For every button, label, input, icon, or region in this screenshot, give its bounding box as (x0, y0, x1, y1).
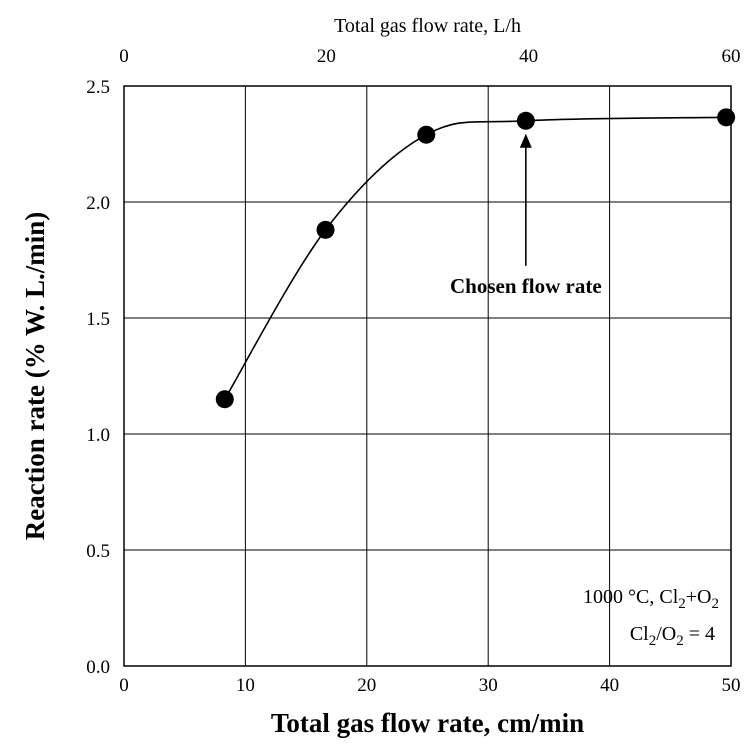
plot-area-frame (123, 85, 732, 667)
y-tick-label: 0.0 (86, 657, 110, 678)
y-tick-label: 2.0 (86, 193, 110, 214)
annotation-arrow-head (519, 133, 532, 148)
x-tick-label: 0 (119, 675, 129, 696)
data-point (717, 108, 736, 127)
tick-labels: 0 10 20 30 40 50 0.0 0.5 1.0 1.5 2.0 2.5 0 20 40 60 (86, 46, 740, 696)
annotation-label: Chosen flow rate (450, 274, 602, 298)
conditions-line-1: 1000 °C, Cl2+O2 (583, 586, 719, 612)
data-point (316, 220, 335, 239)
y-axis-title: Reaction rate (% W. L./min) (20, 212, 50, 540)
conditions-line-2: Cl2/O2 = 4 (630, 623, 715, 649)
x-tick-label: 40 (600, 675, 619, 696)
annotation: Chosen flow rate (450, 133, 602, 298)
x-tick-label: 50 (722, 675, 741, 696)
x-tick-label: 20 (357, 675, 376, 696)
y-tick-label: 1.5 (86, 309, 110, 330)
fit-curve (224, 116, 727, 400)
top-tick-label: 60 (722, 46, 741, 67)
data-point (417, 125, 436, 144)
grid (124, 86, 731, 666)
top-tick-label: 0 (119, 46, 129, 67)
x-axis-title: Total gas flow rate, cm/min (271, 708, 584, 738)
x-tick-label: 30 (479, 675, 498, 696)
y-tick-label: 1.0 (86, 425, 110, 446)
y-tick-label: 0.5 (86, 541, 110, 562)
data-point (215, 390, 234, 409)
conditions-legend: 1000 °C, Cl2+O2 Cl2/O2 = 4 (583, 586, 719, 649)
top-tick-label: 40 (519, 46, 538, 67)
data-points (215, 108, 736, 409)
top-x-axis-title: Total gas flow rate, L/h (334, 15, 521, 37)
y-tick-label: 2.5 (86, 77, 110, 98)
top-tick-label: 20 (317, 46, 336, 67)
data-point (516, 111, 535, 130)
x-tick-label: 10 (236, 675, 255, 696)
